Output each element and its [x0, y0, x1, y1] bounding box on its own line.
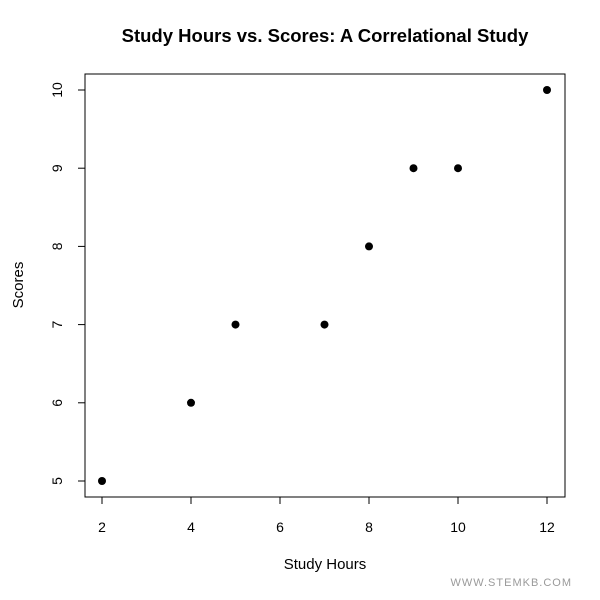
x-tick-label: 6	[276, 519, 284, 535]
data-point	[320, 320, 329, 329]
y-tick-label: 7	[49, 320, 65, 328]
data-points	[98, 86, 551, 485]
y-tick-label: 9	[49, 164, 65, 172]
x-axis: 2 4 6 8 10 12	[98, 496, 555, 535]
data-point	[454, 164, 462, 173]
chart-title: Study Hours vs. Scores: A Correlational …	[122, 25, 529, 46]
y-tick-label: 10	[49, 82, 65, 98]
data-point	[98, 477, 106, 485]
x-tick-label: 10	[450, 519, 466, 535]
data-point	[187, 398, 195, 407]
y-tick-label: 8	[49, 242, 65, 250]
x-tick-label: 12	[539, 519, 555, 535]
x-tick-label: 8	[365, 519, 373, 535]
x-tick-label: 2	[98, 519, 106, 535]
data-point	[543, 86, 551, 94]
x-tick-label: 4	[187, 519, 195, 535]
plot-frame	[84, 73, 566, 498]
watermark: WWW.STEMKB.COM	[450, 577, 572, 589]
data-point	[365, 242, 373, 251]
data-point	[409, 164, 418, 173]
y-tick-label: 6	[49, 399, 65, 407]
y-tick-label: 5	[49, 477, 65, 485]
y-axis-label: Scores	[10, 262, 27, 309]
y-axis: 5 6 7 8 9 10	[49, 82, 86, 485]
x-axis-label: Study Hours	[284, 556, 367, 573]
data-point	[231, 320, 240, 329]
